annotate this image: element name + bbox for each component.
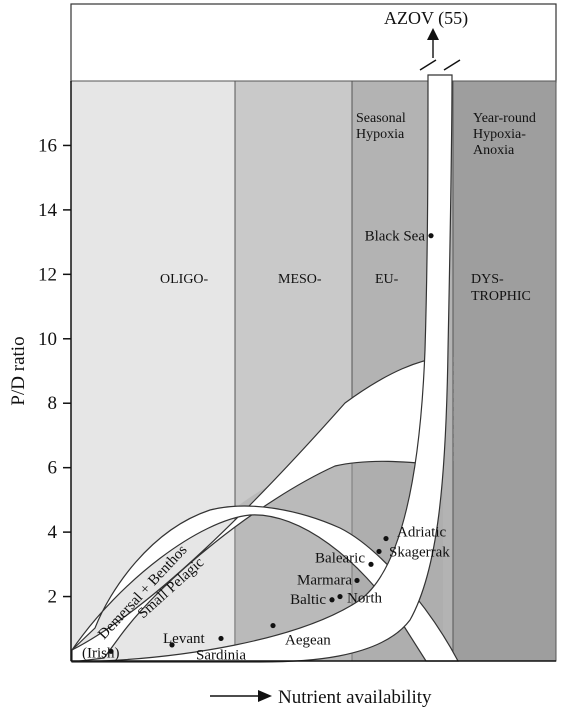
zone-label-meso: MESO- [278, 272, 322, 287]
point-baltic [329, 597, 335, 603]
y-tick-label: 14 [38, 200, 58, 221]
zone-dystrophic [452, 80, 557, 662]
azov-arrow-head [427, 28, 439, 40]
zone-label-dystrophic: DYS- TROPHIC [471, 272, 531, 304]
point-label-marmara: Marmara [297, 572, 352, 588]
zone-label-oligo: OLIGO- [160, 272, 209, 287]
demersal-benthos-band [71, 505, 459, 662]
point-label-skagerrak: Skagerrak [389, 544, 450, 560]
point-label-adriatic: Adriatic [397, 525, 446, 541]
zone-label-dystrophic-line2: TROPHIC [471, 289, 531, 304]
y-tick-label: 10 [38, 329, 57, 350]
x-axis-arrow-head [258, 690, 272, 702]
y-ticks: 2 4 6 8 10 12 14 16 [38, 135, 71, 608]
y-tick-label: 4 [48, 522, 58, 543]
header-box [70, 3, 557, 83]
point-label-levant: Levant [163, 631, 205, 647]
point-label-north: North [347, 591, 382, 607]
azov-label: AZOV (55) [384, 8, 468, 29]
point-levant [169, 642, 175, 648]
point-label-blacksea: Black Sea [365, 229, 426, 245]
point-label-sardinia: Sardinia [196, 647, 246, 663]
zone-label-eu: EU- [375, 272, 399, 287]
trajectory-band [71, 74, 453, 663]
break-mark-2 [443, 59, 461, 71]
point-blacksea [428, 233, 434, 239]
point-marmara [354, 577, 360, 584]
point-label-irish: (Irish) [82, 645, 120, 661]
seasonal-hypoxia-label: Seasonal Hypoxia [356, 111, 409, 142]
y-tick-label: 8 [48, 393, 58, 414]
point-label-balearic: Balearic [315, 550, 365, 566]
year-round-hypoxia-label: Year-round Hypoxia- Anoxia [473, 111, 539, 158]
y-tick-label: 2 [48, 587, 58, 608]
point-sardinia [218, 635, 224, 642]
point-label-baltic: Baltic [290, 592, 326, 608]
y-tick-label: 12 [38, 264, 57, 285]
x-axis-title: Nutrient availability [278, 687, 432, 708]
zone-meso [234, 80, 353, 662]
zone-label-dystrophic-line1: DYS- [471, 272, 504, 287]
point-north [337, 593, 343, 600]
point-irish [108, 648, 114, 654]
point-label-aegean: Aegean [285, 633, 331, 649]
point-skagerrak [376, 548, 382, 555]
point-adriatic [383, 535, 389, 542]
point-aegean [270, 622, 276, 629]
point-balearic [368, 561, 374, 567]
y-tick-label: 6 [48, 458, 58, 479]
break-mark-1 [419, 59, 437, 71]
y-axis-title: P/D ratio [8, 336, 29, 405]
y-tick-label: 16 [38, 135, 57, 156]
